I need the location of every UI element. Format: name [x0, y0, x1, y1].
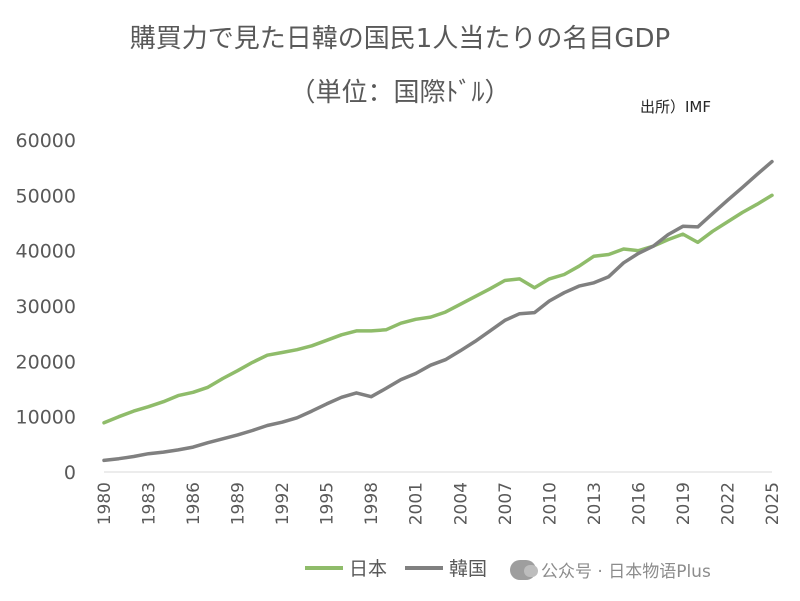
- y-axis-ticks: 0 10000 20000 30000 40000 50000 60000: [16, 130, 76, 484]
- x-tick-label: 2010: [540, 482, 560, 525]
- y-tick-label: 10000: [16, 407, 76, 429]
- legend: 日本 韓国: [305, 558, 487, 580]
- watermark: 公众号 · 日本物语Plus: [510, 557, 711, 582]
- y-tick-label: 0: [64, 462, 76, 484]
- x-tick-label: 2016: [629, 482, 649, 525]
- x-tick-label: 2019: [674, 482, 694, 525]
- series-line-1: [102, 159, 774, 463]
- x-tick-label: 2025: [763, 482, 783, 525]
- x-tick-label: 2007: [496, 482, 516, 525]
- y-tick-label: 40000: [16, 241, 76, 263]
- x-tick-label: 2004: [451, 482, 471, 525]
- x-tick-label: 1992: [273, 482, 293, 525]
- x-tick-label: 2001: [407, 482, 427, 525]
- series-line-0: [102, 193, 774, 425]
- y-tick-label: 30000: [16, 296, 76, 318]
- x-tick-label: 1980: [95, 482, 115, 525]
- source-note: 出所）IMF: [640, 98, 711, 116]
- x-tick-label: 1995: [318, 482, 338, 525]
- legend-label-0: 日本: [349, 558, 387, 580]
- chart-subtitle: （単位：国際ﾄﾞﾙ）: [289, 78, 511, 108]
- chart-title: 購買力で見た日韓の国民1人当たりの名目GDP: [129, 24, 671, 54]
- x-tick-label: 1983: [140, 482, 160, 525]
- x-tick-label: 1989: [229, 482, 249, 525]
- x-tick-label: 1998: [362, 482, 382, 525]
- wechat-icon: [510, 559, 538, 580]
- x-tick-label: 2013: [585, 482, 605, 525]
- x-axis-ticks: 1980 1983 1986 1989 1992 1995 1998 2001 2004 2007…: [95, 482, 783, 525]
- legend-label-1: 韓国: [449, 558, 487, 580]
- x-tick-label: 2022: [718, 482, 738, 525]
- plot-area: [102, 159, 774, 463]
- y-tick-label: 50000: [16, 185, 76, 207]
- x-tick-label: 1986: [184, 482, 204, 525]
- y-tick-label: 60000: [16, 130, 76, 152]
- y-tick-label: 20000: [16, 351, 76, 373]
